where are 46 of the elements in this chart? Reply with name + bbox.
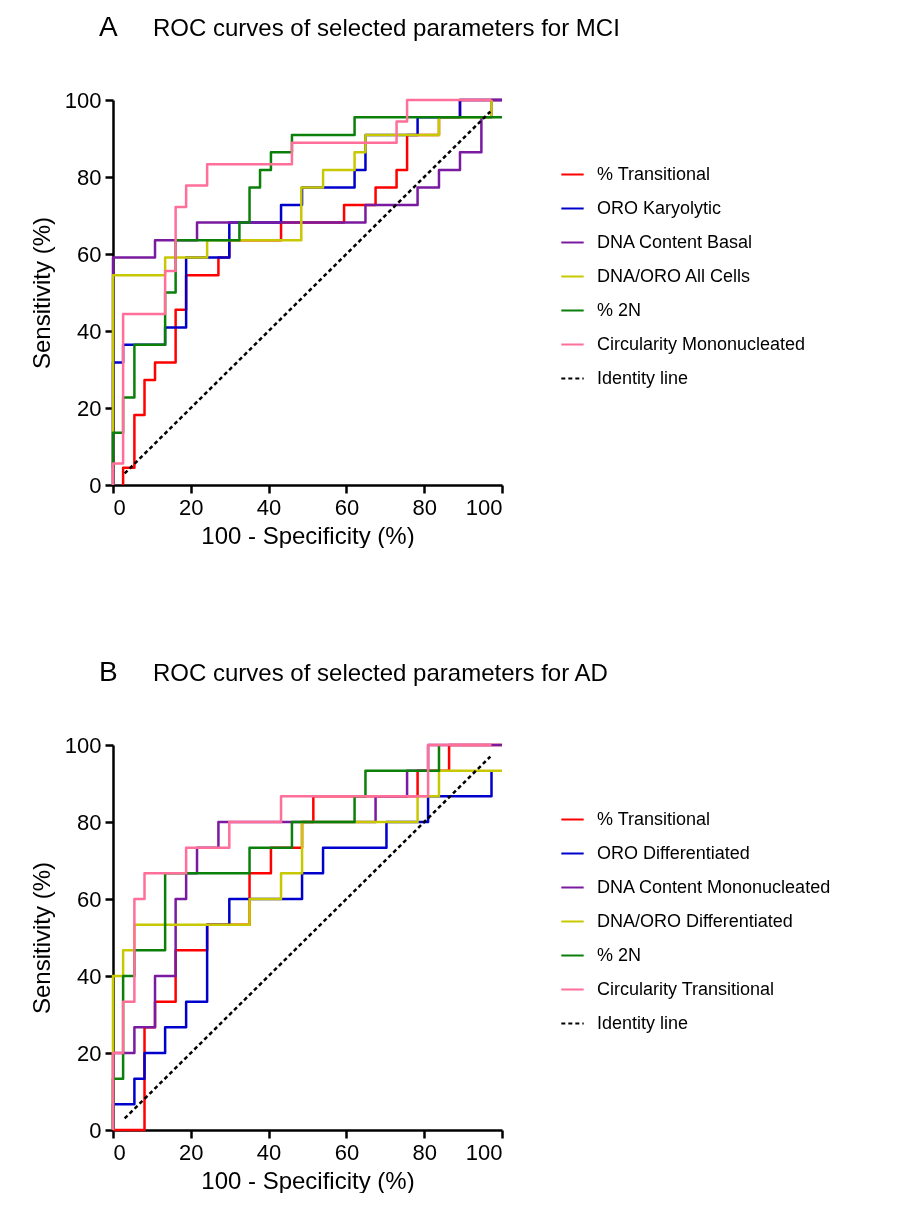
y-axis-title: Sensitivity (%) xyxy=(27,861,55,1015)
legend-label: DNA Content Basal xyxy=(597,231,753,252)
y-tick-label: 40 xyxy=(77,318,102,344)
x-tick-label: 100 xyxy=(465,494,503,520)
text: A xyxy=(99,11,118,42)
x-tick-label: 0 xyxy=(113,1139,126,1165)
y-tick-label: 60 xyxy=(77,886,102,912)
y-tick-label: 20 xyxy=(77,1040,102,1066)
legend-label: % Transitional xyxy=(597,163,711,184)
chart-title: ROC curves of selected parameters for AD xyxy=(153,659,608,686)
y-tick-label: 60 xyxy=(77,241,102,267)
legend-label: DNA/ORO All Cells xyxy=(597,265,751,286)
legend-label: % 2N xyxy=(597,299,642,320)
x-tick-label: 0 xyxy=(113,494,126,520)
legend-label: ORO Differentiated xyxy=(597,842,750,863)
x-axis-title: 100 - Specificity (%) xyxy=(201,1166,415,1194)
text: B xyxy=(99,656,118,687)
legend-label: Identity line xyxy=(597,367,689,388)
legend-label: Identity line xyxy=(597,1012,689,1033)
y-tick-label: 80 xyxy=(77,164,102,190)
x-tick-label: 60 xyxy=(334,494,360,520)
y-tick-label: 40 xyxy=(77,963,102,989)
x-tick-label: 20 xyxy=(179,494,204,520)
x-tick-label: 20 xyxy=(179,1139,204,1165)
legend-label: % 2N xyxy=(597,944,642,965)
y-tick-label: 100 xyxy=(64,87,102,113)
y-tick-label: 20 xyxy=(77,395,102,421)
y-tick-label: 0 xyxy=(89,1117,102,1143)
x-tick-label: 60 xyxy=(334,1139,360,1165)
x-tick-label: 40 xyxy=(256,494,282,520)
legend-label: % Transitional xyxy=(597,808,711,829)
y-axis-title: Sensitivity (%) xyxy=(27,216,55,370)
x-tick-label: 100 xyxy=(465,1139,503,1165)
legend-label: Circularity Mononucleated xyxy=(597,333,806,354)
legend-label: DNA Content Mononucleated xyxy=(597,876,831,897)
chart-title: ROC curves of selected parameters for MCI xyxy=(153,14,620,41)
y-tick-label: 0 xyxy=(89,472,102,498)
y-tick-label: 100 xyxy=(64,732,102,758)
x-tick-label: 80 xyxy=(412,494,437,520)
x-tick-label: 40 xyxy=(256,1139,282,1165)
legend-label: DNA/ORO Differentiated xyxy=(597,910,793,931)
legend-label: ORO Karyolytic xyxy=(597,197,722,218)
legend-label: Circularity Transitional xyxy=(597,978,775,999)
y-tick-label: 80 xyxy=(77,809,102,835)
x-axis-title: 100 - Specificity (%) xyxy=(201,521,415,549)
x-tick-label: 80 xyxy=(412,1139,437,1165)
